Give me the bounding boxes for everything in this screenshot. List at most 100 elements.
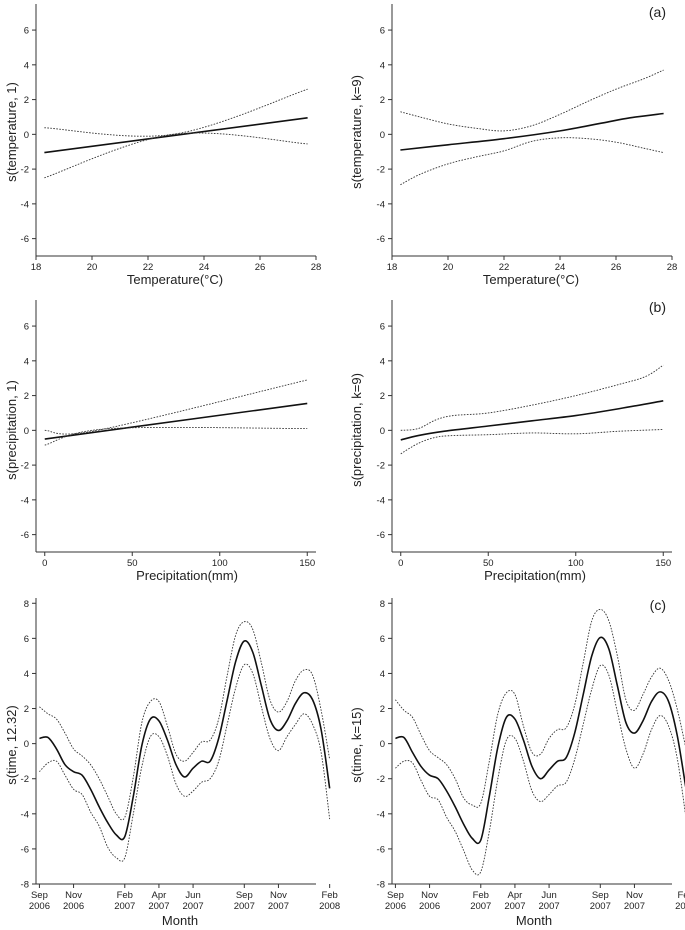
- y-tick-label: -6: [21, 530, 29, 541]
- y-tick-label: 4: [380, 60, 385, 71]
- y-tick-label: 6: [380, 634, 385, 645]
- x-tick-label: 24: [555, 262, 566, 273]
- y-tick-label: 4: [24, 60, 29, 71]
- x-tick-label: 100: [212, 558, 228, 569]
- x-tick-label: Sep 2007: [234, 890, 255, 912]
- upper-ci-line: [44, 88, 308, 137]
- y-tick-label: -4: [377, 495, 385, 506]
- x-tick-label: 18: [31, 262, 42, 273]
- y-axis-title: s(time, 12.32): [4, 705, 19, 784]
- y-axis-title: s(precipitation, k=9): [349, 373, 364, 487]
- y-tick-label: -6: [21, 234, 29, 245]
- x-tick-label: Nov 2007: [268, 890, 289, 912]
- y-tick-label: 0: [24, 130, 29, 141]
- y-tick-label: 4: [24, 356, 29, 367]
- upper-ci-line: [400, 69, 664, 132]
- y-tick-label: 0: [380, 130, 385, 141]
- x-tick-label: Feb 2007: [470, 890, 491, 912]
- y-tick-label: -6: [377, 530, 385, 541]
- y-tick-label: -4: [377, 199, 385, 210]
- x-tick-label: Apr 2007: [148, 890, 169, 912]
- x-tick-label: Nov 2006: [63, 890, 84, 912]
- x-tick-label: 28: [311, 262, 322, 273]
- upper-ci-line: [44, 379, 308, 435]
- upper-ci-line: [39, 621, 331, 821]
- smooth-estimate-line: [39, 639, 331, 841]
- lower-ci-line: [39, 663, 331, 862]
- y-tick-label: 2: [380, 95, 385, 106]
- panel-label: (b): [649, 299, 666, 315]
- lower-ci-line: [400, 429, 664, 455]
- lower-ci-line: [400, 137, 664, 186]
- x-tick-label: Apr 2007: [504, 890, 525, 912]
- x-tick-label: 26: [255, 262, 266, 273]
- x-axis-title: Precipitation(mm): [136, 568, 238, 583]
- x-tick-label: 100: [568, 558, 584, 569]
- lower-ci-line: [44, 426, 308, 446]
- y-tick-label: 6: [24, 322, 29, 333]
- x-tick-label: Nov 2007: [624, 890, 645, 912]
- y-axis-title: s(temperature, k=9): [349, 75, 364, 189]
- y-tick-label: 8: [380, 599, 385, 610]
- x-tick-label: Sep 2007: [590, 890, 611, 912]
- x-axis-title: Precipitation(mm): [484, 568, 586, 583]
- y-tick-label: -2: [21, 774, 29, 785]
- x-tick-label: 150: [299, 558, 315, 569]
- x-tick-label: 28: [667, 262, 678, 273]
- y-axis-title: s(time, k=15): [349, 707, 364, 783]
- y-tick-label: 6: [24, 26, 29, 37]
- smooth-estimate-line: [44, 117, 308, 154]
- y-tick-label: 2: [380, 391, 385, 402]
- y-axis-title: s(temperature, 1): [4, 82, 19, 182]
- x-tick-label: 50: [127, 558, 138, 569]
- x-tick-label: 50: [483, 558, 494, 569]
- panel-label: (a): [649, 4, 666, 20]
- x-tick-label: 22: [499, 262, 510, 273]
- x-tick-label: Sep 2006: [29, 890, 50, 912]
- x-tick-label: 22: [143, 262, 154, 273]
- y-tick-label: -2: [377, 461, 385, 472]
- smooth-estimate-line: [395, 636, 685, 845]
- x-tick-label: Sep 2006: [385, 890, 406, 912]
- x-tick-label: 0: [398, 558, 403, 569]
- x-axis-title: Month: [516, 913, 552, 928]
- panel-precipitation-linear: Precipitation(mm) s(precipitation, 1) -6…: [4, 300, 316, 583]
- smooth-estimate-line: [400, 112, 664, 151]
- y-tick-label: -4: [21, 809, 29, 820]
- x-axis-title: Month: [162, 913, 198, 928]
- y-tick-label: -2: [377, 165, 385, 176]
- y-tick-label: -4: [377, 809, 385, 820]
- y-tick-label: 4: [380, 669, 385, 680]
- y-tick-label: -6: [377, 234, 385, 245]
- panel-temperature-smooth: (a) Temperature(°C) s(temperature, k=9) …: [349, 4, 677, 287]
- x-tick-label: 0: [42, 558, 47, 569]
- y-tick-label: 8: [24, 599, 29, 610]
- panel-time-smooth: (c) Month s(time, k=15) -8 -6 -4 -2 0 2 4 6 8 Sep…: [349, 597, 685, 928]
- y-tick-label: 6: [380, 26, 385, 37]
- y-tick-label: -8: [21, 880, 29, 891]
- x-tick-label: Jun 2007: [539, 890, 560, 912]
- x-tick-label: Nov 2006: [419, 890, 440, 912]
- lower-ci-line: [44, 132, 308, 179]
- x-tick-label: 18: [387, 262, 398, 273]
- x-axis-title: Temperature(°C): [127, 272, 223, 287]
- y-axis-title: s(precipitation, 1): [4, 380, 19, 480]
- y-tick-label: -4: [21, 199, 29, 210]
- panel-temperature-linear: Temperature(°C) s(temperature, 1) -6 -4 -2…: [4, 4, 321, 287]
- y-tick-label: 4: [24, 669, 29, 680]
- x-tick-label: 26: [611, 262, 622, 273]
- y-tick-label: 6: [24, 634, 29, 645]
- y-tick-label: 2: [24, 95, 29, 106]
- y-tick-label: -4: [21, 495, 29, 506]
- y-tick-label: -2: [21, 461, 29, 472]
- upper-ci-line: [395, 608, 685, 808]
- y-tick-label: 6: [380, 322, 385, 333]
- y-tick-label: 0: [380, 739, 385, 750]
- upper-ci-line: [400, 364, 664, 431]
- panel-label: (c): [650, 597, 666, 613]
- x-tick-label: Feb 2007: [114, 890, 135, 912]
- smooth-estimate-line: [400, 400, 664, 441]
- x-tick-label: Jun 2007: [183, 890, 204, 912]
